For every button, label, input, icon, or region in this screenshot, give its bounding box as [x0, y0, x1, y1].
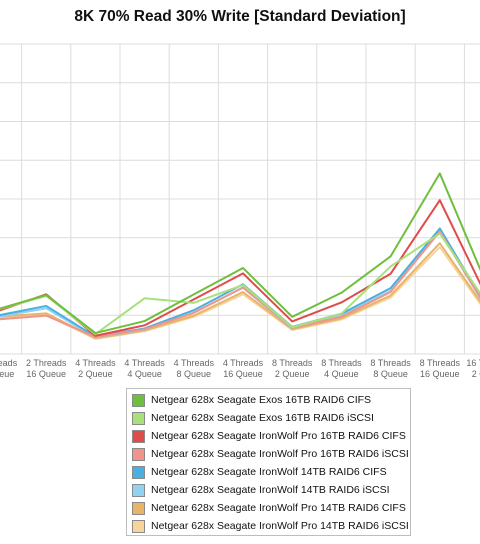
legend-label: Netgear 628x Seagate IronWolf Pro 14TB R…	[151, 502, 406, 514]
x-tick-label: 8 Threads 8 Queue	[370, 358, 411, 379]
legend-item[interactable]: Netgear 628x Seagate Exos 16TB RAID6 iSC…	[127, 409, 410, 427]
legend-item[interactable]: Netgear 628x Seagate IronWolf Pro 16TB R…	[127, 427, 410, 445]
x-tick-label: 4 Threads 4 Queue	[124, 358, 165, 379]
legend-swatch	[132, 411, 145, 425]
legend-swatch	[132, 519, 145, 533]
x-tick-label: 8 Threads 4 Queue	[321, 358, 362, 379]
series-line-5	[0, 227, 480, 338]
legend-label: Netgear 628x Seagate Exos 16TB RAID6 CIF…	[151, 394, 372, 406]
x-tick-label: 4 Threads 16 Queue	[223, 358, 264, 379]
legend-item[interactable]: Netgear 628x Seagate IronWolf Pro 16TB R…	[127, 445, 410, 463]
legend-label: Netgear 628x Seagate IronWolf Pro 16TB R…	[151, 430, 406, 442]
legend-swatch	[132, 429, 145, 443]
legend-item[interactable]: Netgear 628x Seagate IronWolf Pro 14TB R…	[127, 499, 410, 517]
legend-swatch	[132, 465, 145, 479]
legend-label: Netgear 628x Seagate IronWolf 14TB RAID6…	[151, 484, 390, 496]
x-tick-label: 2 Threads 16 Queue	[26, 358, 67, 379]
x-tick-label: 8 Threads 16 Queue	[420, 358, 461, 379]
legend-label: Netgear 628x Seagate IronWolf Pro 16TB R…	[151, 448, 409, 460]
series-lines	[0, 172, 480, 340]
series-line-1	[0, 172, 480, 335]
legend-swatch	[132, 483, 145, 497]
legend-label: Netgear 628x Seagate IronWolf 14TB RAID6…	[151, 466, 387, 478]
x-tick-label: 8 Threads 2 Queue	[272, 358, 313, 379]
legend-label: Netgear 628x Seagate Exos 16TB RAID6 iSC…	[151, 412, 374, 424]
legend-item[interactable]: Netgear 628x Seagate IronWolf 14TB RAID6…	[127, 481, 410, 499]
legend-item[interactable]: Netgear 628x Seagate IronWolf 14TB RAID6…	[127, 463, 410, 481]
legend-item[interactable]: Netgear 628x Seagate Exos 16TB RAID6 CIF…	[127, 391, 410, 409]
series-line-4	[0, 230, 480, 338]
x-tick-label: 4 Threads 2 Queue	[75, 358, 116, 379]
legend-swatch	[132, 447, 145, 461]
legend-label: Netgear 628x Seagate IronWolf Pro 14TB R…	[151, 520, 409, 532]
legend-swatch	[132, 393, 145, 407]
legend-item[interactable]: Netgear 628x Seagate IronWolf Pro 14TB R…	[127, 517, 410, 535]
chart-legend: Netgear 628x Seagate Exos 16TB RAID6 CIF…	[126, 388, 411, 536]
grid-lines	[0, 43, 480, 355]
x-tick-label: 4 Threads 8 Queue	[174, 358, 215, 379]
legend-swatch	[132, 501, 145, 515]
chart-title: 8K 70% Read 30% Write [Standard Deviatio…	[74, 8, 406, 25]
